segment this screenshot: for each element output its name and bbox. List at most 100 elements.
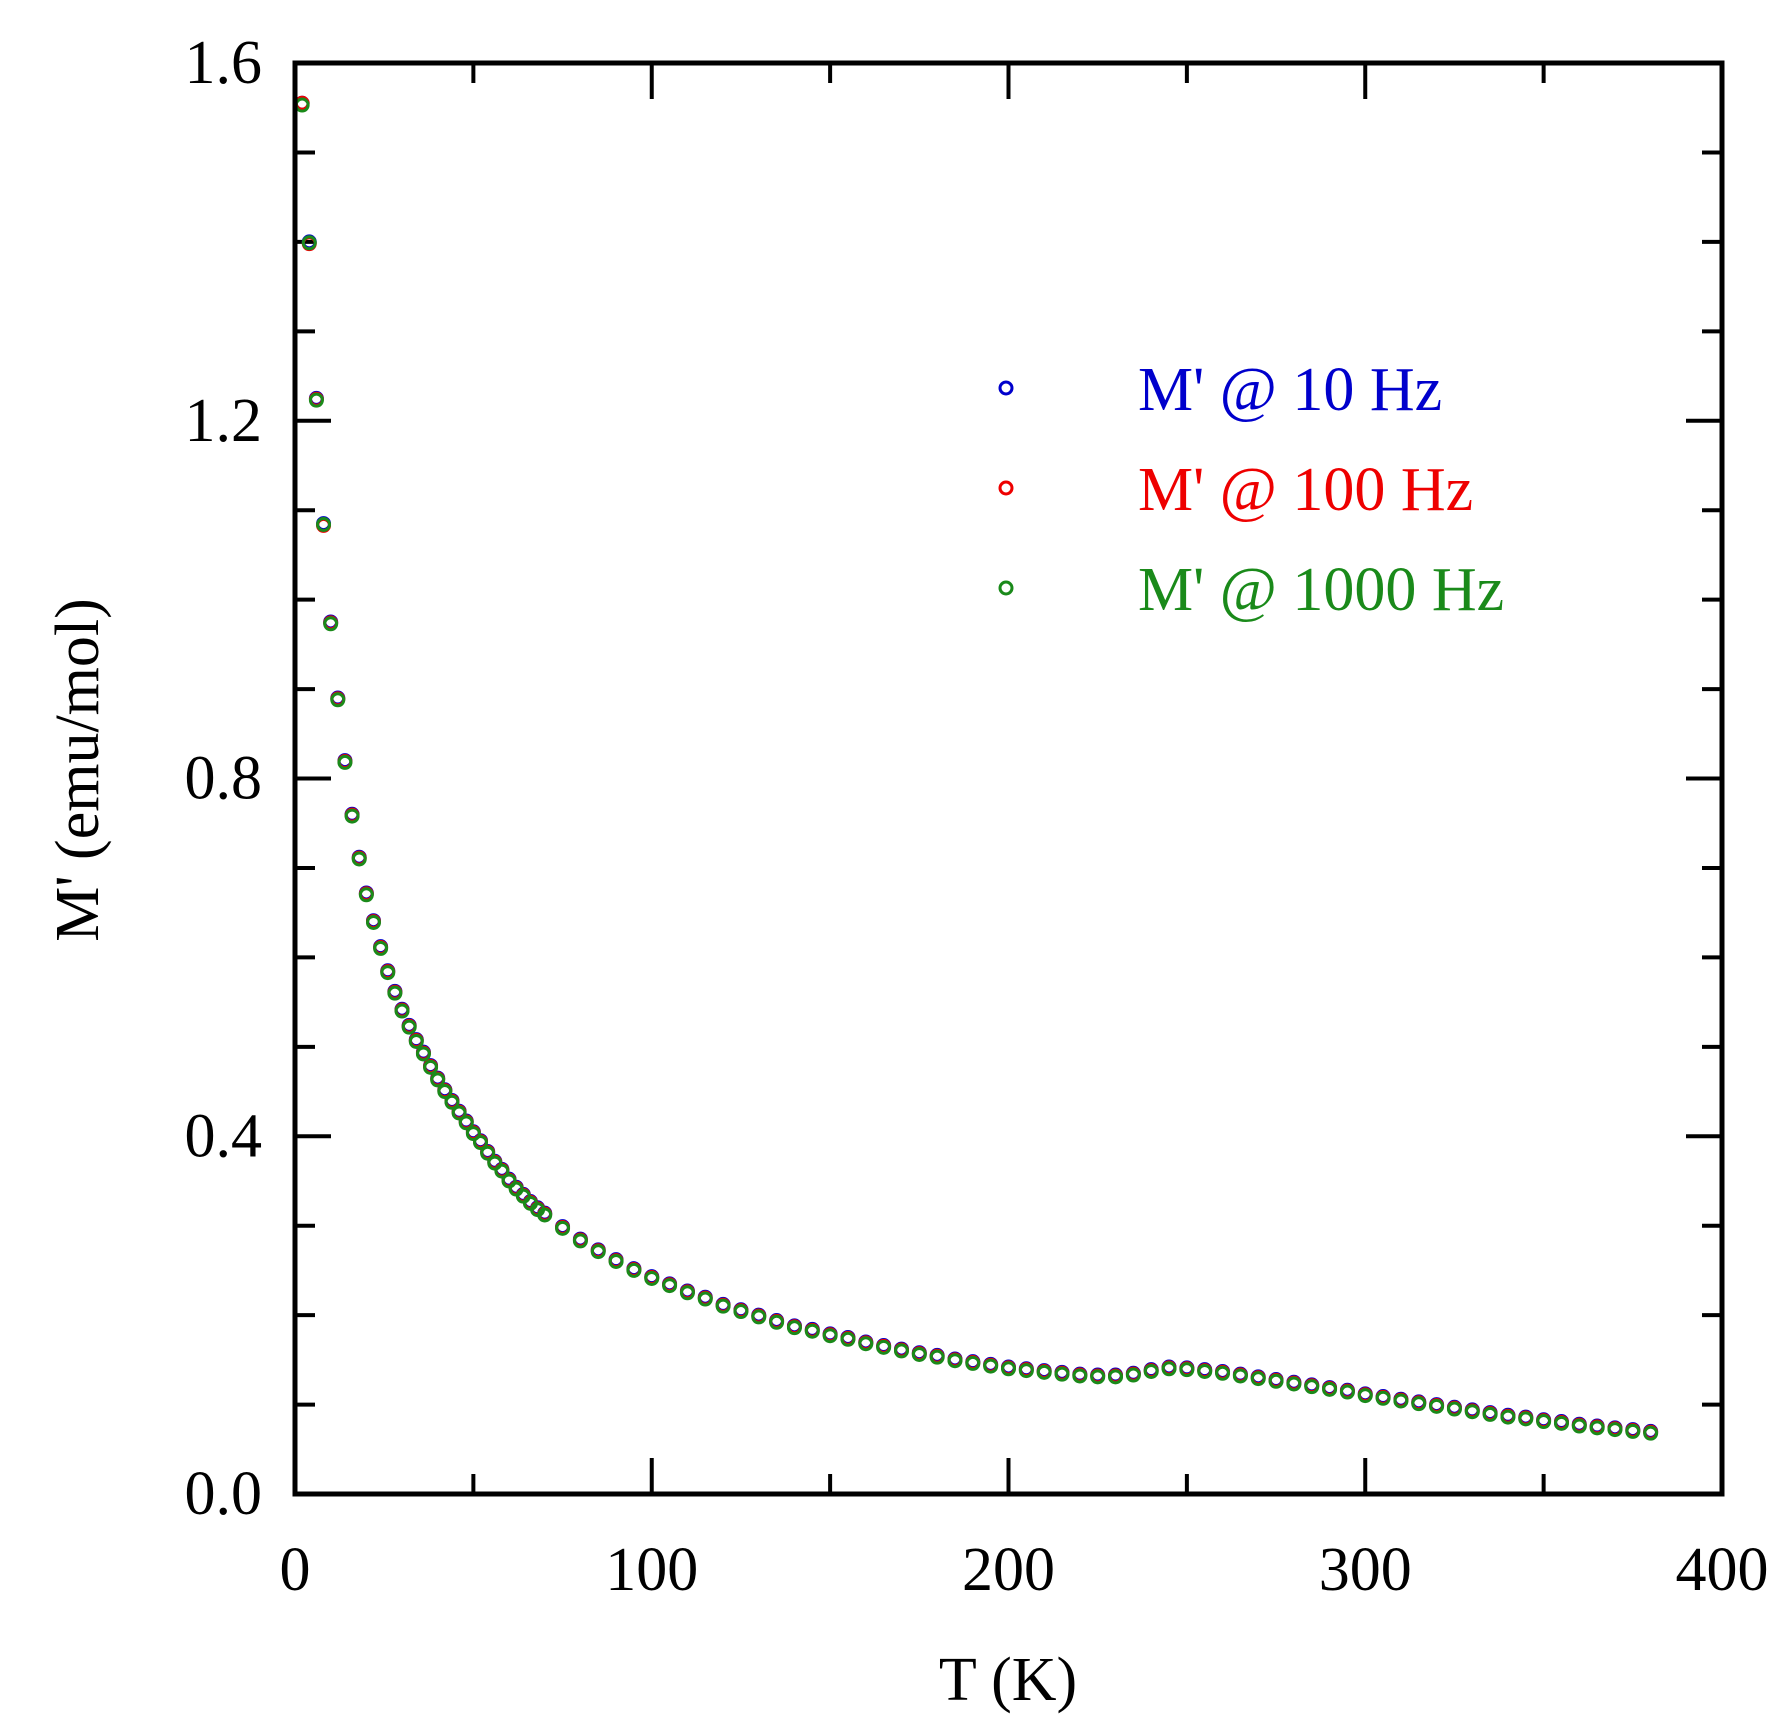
legend-label-100hz: M' @ 100 Hz [1138, 456, 1473, 524]
data-point [929, 1349, 945, 1365]
legend-entry-1000hz: M' @ 1000 Hz [998, 556, 1504, 624]
y-axis-title: M' (emu/mol) [44, 598, 112, 942]
x-tick-label-400: 400 [1676, 1536, 1769, 1604]
data-point [822, 1328, 838, 1344]
x-tick-label-200: 200 [962, 1536, 1055, 1604]
x-tick-label-100: 100 [605, 1536, 698, 1604]
legend-entry-100hz: M' @ 100 Hz [998, 456, 1473, 524]
data-point [437, 1084, 453, 1100]
data-point [804, 1323, 820, 1339]
data-point [1393, 1393, 1409, 1409]
data-point [351, 851, 367, 867]
series-2 [294, 97, 1659, 1441]
data-point [458, 1115, 474, 1131]
data-point [1429, 1398, 1445, 1414]
data-point [679, 1285, 695, 1301]
data-point [1339, 1384, 1355, 1400]
y-tick-label-1-2: 1.2 [185, 387, 263, 455]
data-point [387, 985, 403, 1001]
legend-label-1000hz: M' @ 1000 Hz [1138, 556, 1504, 624]
data-point [555, 1220, 571, 1236]
data-point [733, 1304, 749, 1320]
data-point [1018, 1363, 1034, 1379]
data-point [786, 1320, 802, 1336]
data-point [1143, 1363, 1159, 1379]
legend-marker-10hz [998, 380, 1014, 396]
y-tick-labels: 0.0 0.4 0.8 1.2 1.6 [185, 29, 263, 1528]
data-point [444, 1094, 460, 1110]
data-point [911, 1346, 927, 1362]
data-point [1625, 1423, 1641, 1439]
data-point [1446, 1401, 1462, 1417]
data-point [1036, 1364, 1052, 1380]
x-tick-labels: 0 100 200 300 400 [280, 1536, 1769, 1604]
data-point [344, 808, 360, 824]
data-point [1304, 1379, 1320, 1395]
data-point [1286, 1376, 1302, 1392]
data-point [1518, 1411, 1534, 1427]
data-point [1161, 1361, 1177, 1377]
data-point [394, 1003, 410, 1019]
data-point [1607, 1422, 1623, 1438]
data-point [1108, 1369, 1124, 1385]
data-point [373, 940, 389, 956]
data-point [1464, 1404, 1480, 1420]
data-point [308, 392, 324, 408]
data-point [1197, 1363, 1213, 1379]
data-point [626, 1262, 642, 1278]
data-point [1072, 1368, 1088, 1384]
legend-entry-10hz: M' @ 10 Hz [998, 356, 1442, 424]
data-point [1179, 1362, 1195, 1378]
data-point [983, 1358, 999, 1374]
data-point [451, 1105, 467, 1121]
data-point [572, 1233, 588, 1249]
y-tick-label-1-6: 1.6 [185, 29, 263, 97]
data-point [1125, 1367, 1141, 1383]
legend-marker-100hz [998, 480, 1014, 496]
data-point [430, 1072, 446, 1088]
data-point [751, 1309, 767, 1325]
data-point [590, 1244, 606, 1260]
data-point [1054, 1366, 1070, 1382]
data-point [876, 1339, 892, 1355]
data-point [301, 235, 317, 251]
data-point [1232, 1368, 1248, 1384]
axis-ticks [293, 61, 1724, 1496]
data-point [947, 1353, 963, 1369]
data-points [294, 95, 1659, 1441]
y-tick-label-0-8: 0.8 [185, 745, 263, 813]
data-point [769, 1314, 785, 1330]
data-point [480, 1145, 496, 1161]
data-point [1322, 1381, 1338, 1397]
data-point [380, 965, 396, 981]
data-point [965, 1355, 981, 1371]
data-point [697, 1291, 713, 1307]
series-1 [294, 95, 1659, 1440]
series-0 [294, 95, 1659, 1439]
data-point [1411, 1396, 1427, 1412]
data-point [858, 1336, 874, 1352]
data-point [415, 1046, 431, 1062]
data-point [423, 1059, 439, 1075]
data-point [408, 1033, 424, 1049]
data-point [337, 754, 353, 770]
data-point [608, 1253, 624, 1269]
data-point [1536, 1414, 1552, 1430]
plot-frame [292, 60, 1725, 1497]
data-point [1643, 1425, 1659, 1441]
data-point [323, 616, 339, 632]
data-point [1589, 1420, 1605, 1436]
data-point [537, 1207, 553, 1223]
y-tick-label-0-0: 0.0 [185, 1460, 263, 1528]
data-point [401, 1019, 417, 1035]
data-point [662, 1278, 678, 1294]
data-point [1215, 1365, 1231, 1381]
data-point [644, 1270, 660, 1286]
data-point [358, 887, 374, 903]
data-point [316, 516, 332, 532]
legend-marker-1000hz [998, 580, 1014, 596]
data-point [473, 1135, 489, 1151]
data-point [494, 1163, 510, 1179]
data-point [1090, 1369, 1106, 1385]
